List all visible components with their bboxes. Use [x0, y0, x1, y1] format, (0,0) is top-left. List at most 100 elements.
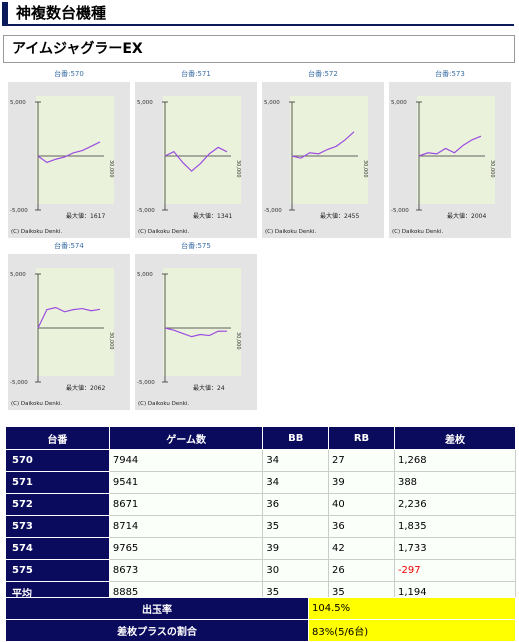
data-line [164, 146, 228, 172]
summary-value: 104.5% [308, 597, 516, 620]
graph-label: 台番:571 [181, 69, 211, 78]
graph-inner [290, 96, 368, 204]
summary-row: 出玉率 104.5% [5, 597, 516, 620]
x-end-label: 30,000 [235, 160, 241, 178]
max-label: 最大値：2062 [66, 384, 105, 392]
data-line [164, 327, 228, 338]
max-label: 最大値：1617 [66, 212, 105, 220]
max-label: 最大値：1341 [193, 212, 232, 220]
y-tick-label: 5,000 [10, 100, 26, 106]
credit: (C) Daikoku Denki. [11, 401, 62, 407]
summary-row: 差枚プラスの割合 83%(5/6台) [5, 619, 516, 642]
y-tick-label: 5,000 [137, 100, 153, 106]
cell: 8671 [108, 493, 264, 516]
cell: 39 [328, 471, 395, 494]
y-tick-label: 5,000 [264, 100, 280, 106]
max-label: 最大値：24 [193, 384, 225, 392]
column-header: RB [328, 426, 395, 450]
credit: (C) Daikoku Denki. [138, 229, 189, 235]
x-end-label: 30,000 [108, 160, 114, 178]
cell: 388 [393, 471, 517, 494]
cell: 1,733 [393, 537, 517, 560]
cell: 7944 [108, 449, 264, 472]
summary-table: 出玉率 104.5% 差枚プラスの割合 83%(5/6台) [5, 597, 516, 642]
cell: 36 [262, 493, 330, 516]
x-end-label: 30,000 [235, 332, 241, 350]
graph-inner [36, 96, 114, 204]
data-line [37, 141, 101, 164]
graph-panel: 台番:575 5,000 -5,000 30,000 最大値：24 (C) Daikoku… [135, 241, 257, 410]
graph-grid: 台番:570 5,000 -5,000 30,000 最大値：1617 (C) Daiko… [8, 69, 511, 410]
row-key: 575 [5, 559, 110, 582]
data-line [37, 306, 101, 329]
cell: 1,268 [393, 449, 517, 472]
y-tick-label: 5,000 [391, 100, 407, 106]
row-key: 572 [5, 493, 110, 516]
cell: 8673 [108, 559, 264, 582]
graph-panel: 台番:574 5,000 -5,000 30,000 最大値：2062 (C) Daiko… [8, 241, 130, 410]
cell: 42 [328, 537, 395, 560]
cell: 36 [328, 515, 395, 538]
column-header: BB [262, 426, 330, 450]
table-row: 573 8714 35 36 1,835 [5, 515, 517, 538]
cell: -297 [393, 559, 517, 582]
y-tick-label: -5,000 [264, 208, 282, 214]
cell: 9541 [108, 471, 264, 494]
data-line [418, 135, 482, 157]
graph-label: 台番:570 [54, 69, 84, 78]
row-key: 573 [5, 515, 110, 538]
max-label: 最大値：2004 [447, 212, 486, 220]
graph-panel: 台番:571 5,000 -5,000 30,000 最大値：1341 (C) Daiko… [135, 69, 257, 238]
cell: 2,236 [393, 493, 517, 516]
graph-label: 台番:573 [435, 69, 465, 78]
credit: (C) Daikoku Denki. [265, 229, 316, 235]
credit: (C) Daikoku Denki. [392, 229, 443, 235]
graph-inner [417, 96, 495, 204]
row-key: 574 [5, 537, 110, 560]
table-row: 571 9541 34 39 388 [5, 471, 517, 494]
column-header: 台番 [5, 426, 110, 450]
graph-inner [36, 268, 114, 376]
graph-label: 台番:574 [54, 241, 84, 250]
cell: 9765 [108, 537, 264, 560]
y-tick-label: -5,000 [137, 380, 155, 386]
graph-panel: 台番:570 5,000 -5,000 30,000 最大値：1617 (C) Daiko… [8, 69, 130, 238]
cell: 30 [262, 559, 330, 582]
column-header: 差枚 [393, 426, 517, 450]
graph-label: 台番:575 [181, 241, 211, 250]
cell: 35 [262, 515, 330, 538]
y-tick-label: 5,000 [137, 272, 153, 278]
graph-inner [163, 96, 241, 204]
cell: 8714 [108, 515, 264, 538]
graph-label: 台番:572 [308, 69, 338, 78]
graph-inner [163, 268, 241, 376]
data-table: 台番 ゲーム数 BB RB 差枚 570 7944 34 27 1,268 571 9541 34 39 3… [5, 426, 517, 604]
cell: 27 [328, 449, 395, 472]
table-header: 台番 ゲーム数 BB RB 差枚 [5, 426, 517, 450]
table-row: 575 8673 30 26 -297 [5, 559, 517, 582]
row-key: 571 [5, 471, 110, 494]
y-tick-label: -5,000 [10, 380, 28, 386]
credit: (C) Daikoku Denki. [11, 229, 62, 235]
column-header: ゲーム数 [108, 426, 264, 450]
table-row: 572 8671 36 40 2,236 [5, 493, 517, 516]
data-line [291, 131, 355, 159]
graph-panel: 台番:573 5,000 -5,000 30,000 最大値：2004 (C) Daiko… [389, 69, 511, 238]
x-end-label: 30,000 [108, 332, 114, 350]
credit: (C) Daikoku Denki. [138, 401, 189, 407]
cell: 1,835 [393, 515, 517, 538]
cell: 26 [328, 559, 395, 582]
summary-value: 83%(5/6台) [308, 619, 516, 642]
cell: 34 [262, 449, 330, 472]
x-end-label: 30,000 [489, 160, 495, 178]
row-key: 570 [5, 449, 110, 472]
max-label: 最大値：2455 [320, 212, 359, 220]
machine-name: アイムジャグラーEX [3, 35, 515, 63]
summary-key: 差枚プラスの割合 [5, 619, 309, 642]
cell: 40 [328, 493, 395, 516]
table-row: 574 9765 39 42 1,733 [5, 537, 517, 560]
cell: 34 [262, 471, 330, 494]
y-tick-label: -5,000 [391, 208, 409, 214]
page-title: 神複数台機種 [2, 2, 514, 26]
